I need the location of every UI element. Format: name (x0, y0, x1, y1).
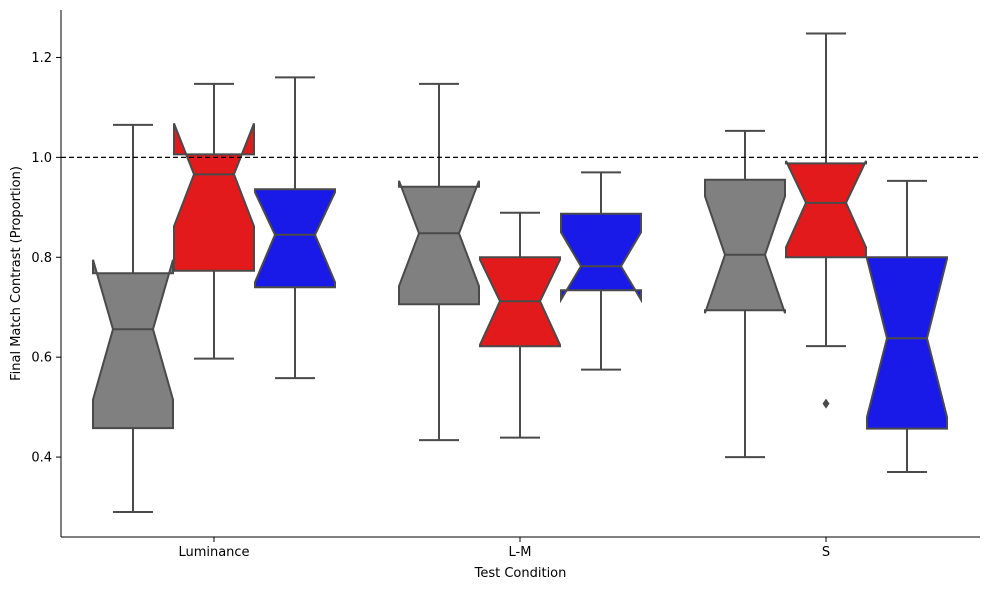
box-luminance-3 (254, 76, 336, 380)
y-tick-label: 0.8 (31, 251, 52, 266)
y-tick-label: 1.0 (31, 151, 52, 166)
x-axis-label: Test Condition (474, 566, 567, 581)
x-tick-label: S (822, 545, 830, 560)
box-l-m-3 (560, 171, 642, 371)
y-tick-label: 0.6 (31, 351, 52, 366)
box-body (866, 256, 948, 430)
box-s-2 (785, 32, 867, 409)
y-tick-label: 0.4 (31, 451, 52, 466)
box-body (173, 123, 255, 272)
box-luminance-2 (173, 82, 255, 360)
outlier-point (822, 398, 830, 409)
box-s-3 (866, 179, 948, 474)
box-s-1 (704, 129, 786, 459)
x-tick-label: L-M (509, 545, 532, 560)
box-body (92, 259, 174, 430)
box-body (254, 188, 336, 289)
box-luminance-1 (92, 123, 174, 514)
boxes-layer (92, 32, 948, 514)
box-l-m-2 (479, 211, 561, 439)
x-tick-label: Luminance (178, 545, 249, 560)
box-body (398, 180, 480, 306)
box-body (560, 212, 642, 304)
y-tick-label: 1.2 (31, 51, 52, 66)
x-ticks: Luminance L-M S (178, 537, 830, 560)
box-body (785, 160, 867, 259)
box-l-m-1 (398, 82, 480, 442)
box-body (704, 178, 786, 314)
y-ticks: 0.4 0.6 0.8 1.0 1.2 (31, 51, 61, 466)
y-axis-label: Final Match Contrast (Proportion) (9, 166, 24, 381)
